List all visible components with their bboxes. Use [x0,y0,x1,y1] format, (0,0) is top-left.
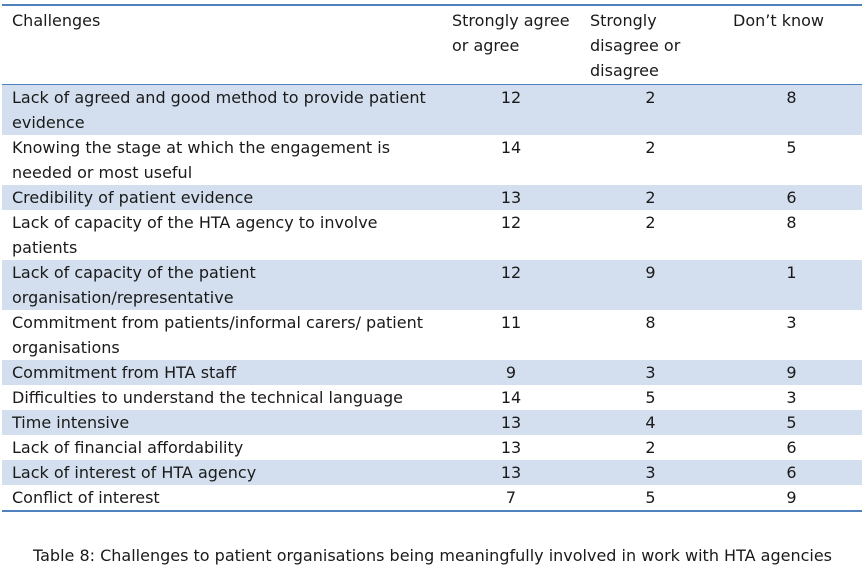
challenge-cell: Lack of financial affordability [12,438,244,457]
table-row: Difficulties to understand the technical… [2,385,862,410]
header-disagree: Strongly disagree or disagree [590,11,681,80]
dont-know-cell: 8 [786,213,797,232]
table-row: Time intensive 13 4 5 [2,410,862,435]
table-row: Conflict of interest 7 5 9 [2,485,862,511]
disagree-cell: 2 [580,185,721,210]
table-row: Lack of financial affordability 13 2 6 [2,435,862,460]
dont-know-cell: 1 [721,260,862,310]
dont-know-cell: 6 [721,460,862,485]
disagree-cell: 2 [645,438,656,457]
challenges-table-container: Challenges Strongly agree or agree Stron… [2,4,862,512]
dont-know-cell: 6 [786,438,797,457]
dont-know-cell: 8 [721,84,862,135]
header-challenges: Challenges [12,11,101,30]
disagree-cell: 9 [580,260,721,310]
dont-know-cell: 9 [786,488,797,507]
table-row: Knowing the stage at which the engagemen… [2,135,862,185]
agree-cell: 13 [500,438,522,457]
agree-cell: 13 [442,410,580,435]
agree-cell: 13 [442,185,580,210]
disagree-cell: 3 [580,460,721,485]
challenge-cell: Lack of capacity of the patient organisa… [2,260,442,310]
disagree-cell: 8 [645,313,656,332]
agree-cell: 12 [442,84,580,135]
table-row: Lack of agreed and good method to provid… [2,84,862,135]
table-row: Credibility of patient evidence 13 2 6 [2,185,862,210]
challenge-cell: Difficulties to understand the technical… [12,388,404,407]
challenge-cell: Conflict of interest [12,488,160,507]
table-row: Commitment from patients/informal carers… [2,310,862,360]
challenge-cell: Lack of capacity of the HTA agency to in… [12,213,378,257]
challenge-cell: Time intensive [2,410,442,435]
table-row: Lack of capacity of the HTA agency to in… [2,210,862,260]
agree-cell: 12 [500,213,522,232]
agree-cell: 14 [500,388,522,407]
agree-cell: 11 [500,313,522,332]
challenge-cell: Commitment from patients/informal carers… [12,313,423,357]
disagree-cell: 2 [645,213,656,232]
table-body: Lack of agreed and good method to provid… [2,84,862,511]
agree-cell: 12 [442,260,580,310]
disagree-cell: 5 [645,488,656,507]
dont-know-cell: 3 [786,388,797,407]
agree-cell: 7 [505,488,517,507]
table-header: Challenges Strongly agree or agree Stron… [2,5,862,85]
agree-cell: 14 [500,138,522,157]
table-row: Commitment from HTA staff 9 3 9 [2,360,862,385]
challenge-cell: Lack of interest of HTA agency [2,460,442,485]
table-row: Lack of capacity of the patient organisa… [2,260,862,310]
challenge-cell: Knowing the stage at which the engagemen… [12,138,391,182]
table-caption: Table 8: Challenges to patient organisat… [32,546,833,565]
header-agree: Strongly agree or agree [452,11,570,55]
dont-know-cell: 5 [721,410,862,435]
challenges-table: Challenges Strongly agree or agree Stron… [2,4,862,512]
dont-know-cell: 6 [721,185,862,210]
header-row: Challenges Strongly agree or agree Stron… [2,5,862,85]
agree-cell: 13 [442,460,580,485]
challenge-cell: Credibility of patient evidence [2,185,442,210]
disagree-cell: 5 [645,388,656,407]
dont-know-cell: 5 [786,138,797,157]
challenge-cell: Commitment from HTA staff [2,360,442,385]
disagree-cell: 4 [580,410,721,435]
dont-know-cell: 3 [786,313,797,332]
challenge-cell: Lack of agreed and good method to provid… [2,84,442,135]
disagree-cell: 3 [580,360,721,385]
header-dont-know: Don’t know [733,11,824,30]
dont-know-cell: 9 [721,360,862,385]
table-row: Lack of interest of HTA agency 13 3 6 [2,460,862,485]
disagree-cell: 2 [580,84,721,135]
disagree-cell: 2 [645,138,656,157]
agree-cell: 9 [442,360,580,385]
